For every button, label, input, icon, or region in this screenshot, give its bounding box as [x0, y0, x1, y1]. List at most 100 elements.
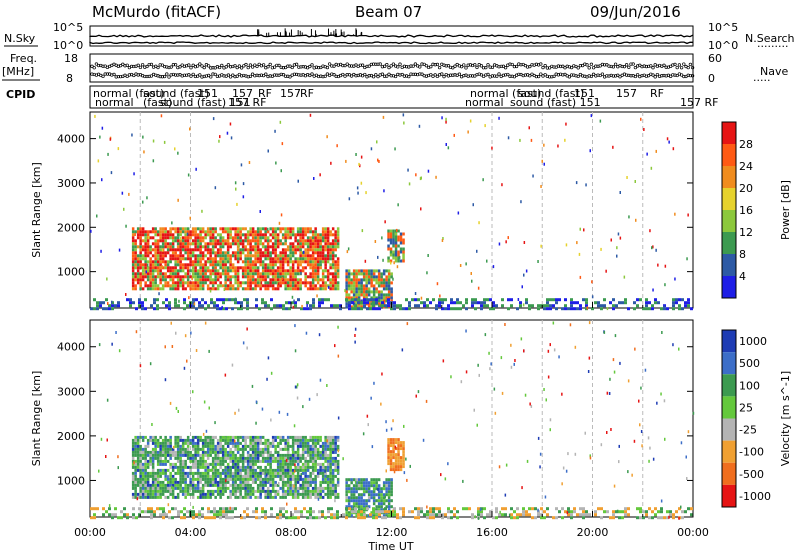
echo-cell [365, 281, 368, 285]
echo-cell [447, 307, 450, 311]
sparse-echo [106, 277, 108, 281]
echo-cell [159, 281, 162, 285]
sparse-echo [240, 163, 243, 167]
beam-title: Beam 07 [355, 3, 422, 21]
echo-cell [300, 510, 303, 514]
echo-cell [229, 275, 232, 279]
freq-point [286, 64, 290, 68]
echo-cell [378, 513, 381, 517]
echo-cell [183, 307, 186, 311]
colorbar-segment [722, 254, 736, 276]
sparse-echo [498, 116, 500, 120]
echo-cell [402, 259, 405, 263]
echo-cell [362, 499, 366, 503]
echo-cell [226, 465, 230, 469]
echo-cell [224, 257, 227, 261]
freq-point [664, 65, 668, 69]
echo-cell [249, 239, 252, 243]
echo-cell [471, 301, 474, 305]
nave-point [103, 72, 107, 76]
echo-cell [256, 477, 260, 481]
echo-cell [166, 266, 170, 270]
echo-cell [179, 281, 182, 285]
echo-cell [129, 304, 132, 308]
echo-cell [131, 272, 135, 276]
echo-cell [370, 272, 373, 276]
echo-cell [144, 495, 147, 499]
echo-cell [179, 239, 182, 243]
echo-cell [209, 275, 212, 279]
echo-cell [181, 284, 185, 288]
echo-cell [194, 447, 197, 451]
echo-cell [304, 266, 307, 270]
echo-cell [471, 304, 474, 308]
echo-cell [219, 507, 222, 511]
echo-cell [209, 287, 212, 291]
echo-cell [392, 256, 395, 260]
echo-cell [259, 278, 262, 282]
echo-cell [236, 489, 240, 493]
echo-cell [192, 298, 195, 302]
freq-point [147, 62, 151, 67]
echo-cell [264, 447, 267, 451]
echo-cell [256, 245, 260, 249]
echo-cell [146, 275, 150, 279]
echo-cell [236, 483, 240, 487]
echo-cell [360, 510, 363, 514]
sparse-echo [396, 228, 398, 232]
cpid-label: 157 [280, 87, 301, 100]
echo-cell [284, 480, 287, 484]
sparse-echo [313, 177, 315, 180]
nave-point [576, 74, 580, 79]
freq-point [378, 62, 382, 66]
echo-cell [347, 499, 351, 503]
echo-cell [399, 447, 403, 451]
echo-cell [164, 233, 167, 237]
echo-cell [246, 507, 249, 511]
echo-cell [370, 290, 373, 294]
echo-cell [229, 465, 232, 469]
echo-cell [387, 296, 391, 300]
echo-cell [291, 301, 294, 305]
echo-cell [136, 260, 140, 264]
echo-cell [301, 227, 305, 231]
sparse-echo [274, 129, 276, 133]
echo-cell [241, 480, 245, 484]
echo-cell [214, 287, 217, 291]
echo-cell [199, 438, 202, 442]
echo-cell [204, 450, 207, 454]
echo-cell [246, 468, 250, 472]
echo-cell [189, 477, 192, 481]
sparse-echo [634, 180, 636, 183]
echo-cell [249, 492, 252, 496]
echo-cell [139, 486, 142, 490]
echo-cell [392, 232, 395, 236]
echo-cell [311, 441, 315, 445]
echo-cell [179, 266, 182, 270]
echo-cell [372, 287, 376, 291]
echo-cell [226, 236, 230, 240]
echo-cell [357, 508, 361, 512]
echo-cell [334, 450, 337, 454]
echo-cell [219, 438, 222, 442]
echo-cell [231, 444, 235, 448]
echo-cell [284, 275, 287, 279]
echo-cell [136, 492, 140, 496]
echo-cell [171, 468, 175, 472]
echo-cell [146, 248, 150, 252]
sparse-echo [125, 293, 127, 296]
echo-cell [311, 489, 315, 493]
echo-cell [234, 486, 237, 490]
echo-cell [183, 301, 186, 305]
echo-cell [184, 266, 187, 270]
freq-point [464, 66, 468, 70]
echo-cell [211, 230, 215, 234]
freq-point [330, 64, 334, 68]
sparse-echo [209, 289, 212, 293]
echo-cell [289, 227, 292, 231]
echo-cell [196, 263, 200, 267]
echo-cell [244, 483, 247, 487]
echo-cell [201, 456, 205, 460]
echo-cell [222, 507, 225, 511]
echo-cell [224, 263, 227, 267]
